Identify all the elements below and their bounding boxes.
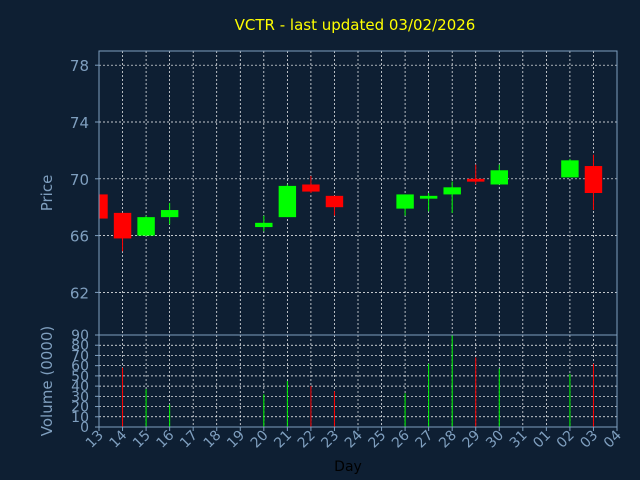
volume-tick-label: 30 <box>71 389 89 405</box>
volume-tick-label: 10 <box>71 410 89 426</box>
volume-tick-label: 90 <box>71 328 89 344</box>
candle-body <box>99 194 108 219</box>
price-candles <box>99 154 603 252</box>
day-axis: 13 14 15 16 17 18 19 20 21 22 23 24 25 26 27 28 29 30 31 01… <box>83 427 625 451</box>
candle-body <box>443 187 461 195</box>
candle-body <box>302 184 320 192</box>
volume-bars <box>122 335 594 427</box>
candle-body <box>396 194 414 209</box>
price-axis: 62 66 70 74 78 <box>70 57 99 302</box>
candle-body <box>137 217 155 236</box>
day-axis-label: Day <box>334 459 362 475</box>
price-tick-label: 62 <box>70 284 89 302</box>
volume-tick-label: 60 <box>71 359 89 375</box>
volume-axis-label: Volume (0000) <box>38 326 56 436</box>
volume-tick-label: 80 <box>71 338 89 354</box>
volume-tick-label: 40 <box>71 379 89 395</box>
candle-body <box>113 212 132 239</box>
chart-title: VCTR - last updated 03/02/2026 <box>235 16 476 34</box>
volume-tick-label: 70 <box>71 348 89 364</box>
volume-tick-label: 20 <box>71 400 89 416</box>
price-tick-label: 74 <box>70 114 89 132</box>
price-tick-label: 70 <box>70 171 89 189</box>
candle-body <box>584 166 603 193</box>
price-axis-label: Price <box>38 175 56 212</box>
volume-tick-label: 0 <box>80 420 89 436</box>
candle-body <box>255 222 273 228</box>
price-tick-label: 66 <box>70 228 89 246</box>
candle-body <box>490 170 508 185</box>
candle-body <box>160 210 179 218</box>
candle-body <box>278 185 297 218</box>
candle-body <box>467 178 485 182</box>
candle-body <box>325 195 344 208</box>
price-tick-label: 78 <box>70 57 89 75</box>
volume-tick-label: 50 <box>71 369 89 385</box>
candle-body <box>561 160 579 178</box>
candle-body <box>419 195 438 199</box>
